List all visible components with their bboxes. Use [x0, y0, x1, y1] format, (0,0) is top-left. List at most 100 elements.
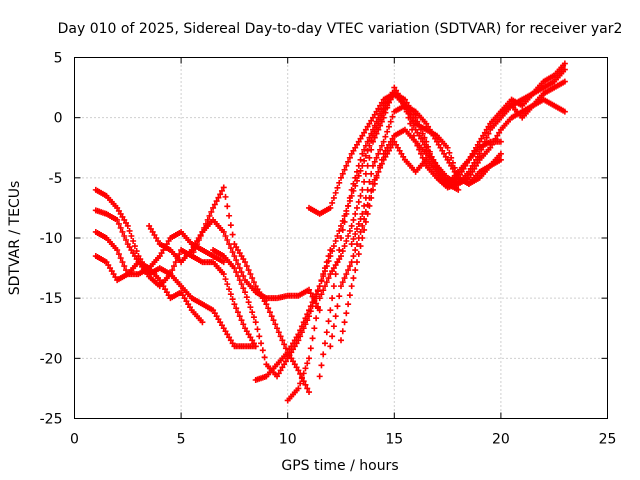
data-point: [226, 334, 233, 341]
data-point: [192, 245, 199, 252]
data-point: [561, 60, 568, 67]
data-point: [490, 138, 497, 145]
data-point: [387, 118, 394, 125]
data-point: [410, 117, 417, 124]
data-point: [355, 172, 362, 179]
data-point: [220, 271, 227, 278]
data-point: [220, 228, 227, 235]
data-point: [378, 156, 385, 163]
data-point: [222, 276, 229, 283]
data-point: [107, 265, 114, 272]
data-point: [233, 244, 240, 251]
data-point: [338, 283, 344, 290]
data-point: [121, 216, 128, 223]
data-point: [162, 286, 169, 293]
data-point: [391, 84, 398, 91]
data-point: [332, 189, 339, 196]
data-point: [348, 259, 355, 266]
data-point: [240, 321, 247, 328]
data-point: [419, 154, 426, 161]
data-point: [156, 253, 163, 260]
data-point: [353, 177, 360, 184]
data-point: [442, 153, 449, 160]
data-point: [201, 224, 208, 231]
data-point: [355, 251, 362, 258]
data-point: [357, 135, 364, 142]
data-point: [254, 326, 261, 333]
data-point: [474, 141, 481, 148]
data-point: [231, 241, 238, 248]
data-point: [345, 158, 352, 165]
data-point: [121, 232, 128, 239]
data-point: [297, 327, 304, 334]
data-point: [382, 147, 389, 154]
data-point: [279, 337, 286, 344]
data-point: [117, 210, 124, 217]
data-point: [121, 263, 128, 270]
data-point: [378, 118, 385, 125]
data-point: [455, 186, 462, 193]
x-axis-label: GPS time / hours: [281, 458, 398, 474]
data-point: [371, 122, 378, 129]
data-point: [126, 244, 133, 251]
data-point: [126, 227, 133, 234]
data-point: [204, 216, 211, 223]
data-point: [464, 159, 471, 166]
data-point: [247, 334, 254, 341]
data-point: [103, 259, 110, 266]
data-point: [346, 154, 353, 161]
data-point: [382, 109, 389, 116]
data-point: [407, 111, 414, 118]
data-point: [247, 304, 254, 311]
data-point: [377, 110, 384, 117]
data-point: [364, 186, 371, 193]
data-point: [387, 138, 394, 145]
data-point: [345, 301, 352, 308]
data-point: [293, 364, 300, 371]
data-point: [149, 228, 156, 235]
data-point: [123, 237, 130, 244]
data-point: [284, 355, 291, 362]
data-point: [336, 247, 343, 254]
data-point: [290, 358, 297, 365]
data-point: [217, 191, 224, 198]
data-point: [259, 295, 266, 302]
data-point: [233, 257, 240, 264]
data-point: [483, 134, 490, 141]
data-point: [355, 162, 362, 169]
data-point: [233, 269, 240, 276]
data-point: [364, 138, 371, 145]
data-point: [497, 150, 504, 157]
data-point: [298, 375, 305, 382]
data-point: [369, 162, 376, 169]
data-point: [252, 319, 259, 326]
data-point: [393, 141, 400, 148]
data-point: [357, 156, 364, 163]
data-point: [167, 271, 174, 278]
data-marks: [92, 60, 568, 404]
data-point: [316, 373, 323, 380]
data-point: [123, 219, 130, 226]
data-point: [362, 218, 369, 225]
data-point: [311, 325, 318, 332]
data-point: [345, 267, 352, 274]
data-point: [147, 225, 154, 232]
data-point: [336, 293, 343, 300]
data-point: [353, 241, 360, 248]
data-point: [306, 389, 313, 396]
data-point: [357, 243, 364, 250]
data-point: [341, 218, 348, 225]
data-point: [357, 192, 364, 199]
data-point: [350, 236, 357, 243]
data-point: [322, 268, 329, 275]
data-point: [339, 279, 346, 286]
data-point: [115, 207, 122, 214]
data-point: [492, 135, 499, 142]
data-point: [286, 346, 293, 353]
data-point: [465, 156, 472, 163]
data-point: [368, 170, 375, 177]
data-point: [428, 129, 435, 136]
data-point: [323, 329, 330, 336]
data-point: [343, 210, 350, 217]
data-point: [414, 129, 421, 136]
